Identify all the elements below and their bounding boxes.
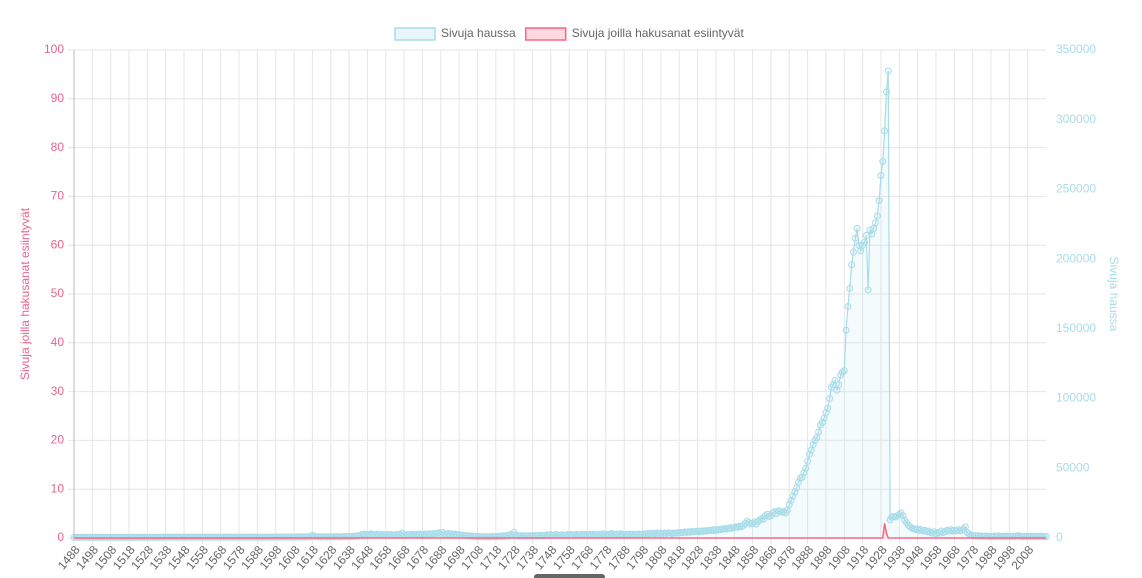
legend-swatch bbox=[394, 27, 436, 41]
y-tick-label: 40 bbox=[51, 335, 65, 349]
y-tick-label: 30 bbox=[51, 384, 65, 398]
data-point bbox=[881, 127, 889, 135]
data-point bbox=[882, 88, 890, 96]
series-line bbox=[74, 523, 1046, 539]
data-point bbox=[871, 219, 879, 227]
legend-label: Sivuja joilla hakusanat esiintyvät bbox=[572, 26, 745, 40]
data-point bbox=[760, 515, 768, 523]
data-point bbox=[848, 261, 856, 269]
y2-tick-label: 200000 bbox=[1056, 251, 1096, 265]
data-point bbox=[873, 212, 881, 220]
legend-swatch bbox=[524, 27, 567, 41]
y2-tick-label: 0 bbox=[1056, 530, 1063, 544]
data-point bbox=[804, 457, 812, 465]
data-point bbox=[879, 158, 887, 166]
plot bbox=[70, 67, 1050, 541]
y2-tick-label: 250000 bbox=[1056, 182, 1096, 196]
y2-tick-label: 100000 bbox=[1056, 391, 1096, 405]
data-point bbox=[815, 428, 823, 436]
data-point bbox=[842, 326, 850, 334]
y2-tick-label: 350000 bbox=[1056, 42, 1096, 56]
data-point bbox=[826, 395, 834, 403]
data-point bbox=[864, 286, 872, 294]
data-point bbox=[802, 464, 810, 472]
legend-label: Sivuja haussa bbox=[441, 26, 516, 40]
y-tick-label: 10 bbox=[51, 481, 65, 495]
data-point bbox=[851, 234, 859, 242]
data-point bbox=[860, 238, 868, 246]
y-tick-label: 80 bbox=[51, 140, 65, 154]
series-area bbox=[74, 70, 1046, 538]
data-point bbox=[875, 197, 883, 205]
y-tick-label: 20 bbox=[51, 433, 65, 447]
data-point bbox=[853, 224, 861, 232]
y-tick-label: 70 bbox=[51, 189, 65, 203]
y2-tick-label: 300000 bbox=[1056, 112, 1096, 126]
y-tick-label: 60 bbox=[51, 237, 65, 251]
data-point bbox=[835, 381, 843, 389]
data-point bbox=[884, 67, 892, 75]
data-point bbox=[877, 171, 885, 179]
y2-tick-label: 50000 bbox=[1056, 460, 1090, 474]
y-tick-label: 0 bbox=[57, 530, 64, 544]
y-tick-label: 100 bbox=[44, 42, 64, 56]
y2-tick-label: 150000 bbox=[1056, 321, 1096, 335]
data-point bbox=[846, 284, 854, 292]
data-point bbox=[824, 404, 832, 412]
y-tick-label: 90 bbox=[51, 91, 65, 105]
scrollbar bbox=[534, 574, 605, 578]
y-tick-label: 50 bbox=[51, 286, 65, 300]
data-point bbox=[849, 248, 857, 256]
legend: Sivuja haussa Sivuja joilla hakusanat esi… bbox=[394, 26, 745, 41]
y2-axis-label: Sivuja haussa bbox=[1107, 257, 1121, 332]
data-point bbox=[840, 367, 848, 375]
y-axis-label: Sivuja joilla hakusanat esiintyvät bbox=[18, 207, 32, 380]
data-point bbox=[844, 303, 852, 311]
